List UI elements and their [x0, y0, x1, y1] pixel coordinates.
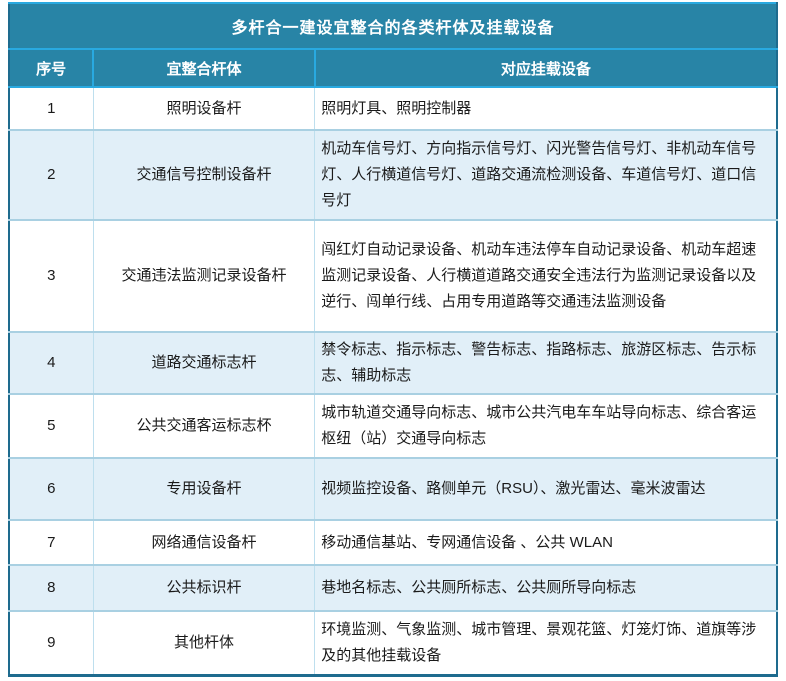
pole-cell: 公共标识杆 [92, 564, 315, 611]
row-no-cell: 1 [47, 99, 56, 117]
devices-cell: 机动车信号灯、方向指示信号灯、闪光警告信号灯、非机动车信号灯、人行横道信号灯、道… [314, 129, 777, 220]
devices-cell: 闯红灯自动记录设备、机动车违法停车自动记录设备、机动车超速监测记录设备、人行横道… [314, 219, 777, 332]
row-no-cell: 8 [9, 564, 94, 611]
table-row: 7 网络通信设备杆 移动通信基站、专网通信设备 、公共 WLAN [9, 519, 777, 565]
table-row: 6 专用设备杆 视频监控设备、路侧单元（RSU）、激光雷达、毫米波雷达 [9, 457, 777, 520]
devices-cell: 禁令标志、指示标志、警告标志、指路标志、旅游区标志、告示标志、辅助标志 [314, 331, 777, 394]
row-no-cell: 6 [9, 457, 94, 520]
pole-cell: 专用设备杆 [92, 457, 315, 520]
table-row: 1 照明设备杆 照明灯具、照明控制器 [9, 87, 777, 130]
pole-integration-table-container: 多杆合一建设宜整合的各类杆体及挂载设备 序号 宜整合杆体 对应挂载设备 1 照明… [8, 2, 778, 677]
pole-cell: 交通信号控制设备杆 [92, 129, 315, 220]
table-row: 4 道路交通标志杆 禁令标志、指示标志、警告标志、指路标志、旅游区标志、告示标志… [9, 331, 777, 394]
row-no-cell: 2 [9, 129, 94, 220]
devices-cell: 移动通信基站、专网通信设备 、公共 WLAN [314, 519, 777, 565]
devices-cell: 城市轨道交通导向标志、城市公共汽电车车站导向标志、综合客运枢纽（站）交通导向标志 [314, 393, 777, 458]
row-no-cell: 9 [9, 610, 94, 675]
devices-cell: 照明灯具、照明控制器 [314, 87, 777, 130]
pole-cell: 公共交通客运标志杯 [92, 393, 315, 458]
row-no-cell: 5 [9, 393, 94, 458]
table-title: 多杆合一建设宜整合的各类杆体及挂载设备 [9, 3, 777, 50]
row-no-cell: 7 [9, 519, 94, 565]
title-row: 多杆合一建设宜整合的各类杆体及挂载设备 [9, 3, 777, 50]
devices-cell: 视频监控设备、路侧单元（RSU）、激光雷达、毫米波雷达 [314, 457, 777, 520]
pole-integration-table: 多杆合一建设宜整合的各类杆体及挂载设备 序号 宜整合杆体 对应挂载设备 1 照明… [8, 2, 778, 677]
column-header-no: 序号 [9, 49, 94, 88]
row-no-cell: 3 [9, 219, 94, 332]
pole-cell: 道路交通标志杆 [92, 331, 315, 394]
table-row: 2 交通信号控制设备杆 机动车信号灯、方向指示信号灯、闪光警告信号灯、非机动车信… [9, 129, 777, 220]
row-no-cell: 4 [9, 331, 94, 394]
table-row: 9 其他杆体 环境监测、气象监测、城市管理、景观花篮、灯笼灯饰、道旗等涉及的其他… [9, 610, 777, 675]
column-header-devices: 对应挂载设备 [313, 49, 777, 88]
table-row: 5 公共交通客运标志杯 城市轨道交通导向标志、城市公共汽电车车站导向标志、综合客… [9, 393, 777, 458]
pole-cell: 网络通信设备杆 [92, 519, 315, 565]
table-row: 3 交通违法监测记录设备杆 闯红灯自动记录设备、机动车违法停车自动记录设备、机动… [9, 219, 777, 332]
table-row: 8 公共标识杆 巷地名标志、公共厕所标志、公共厕所导向标志 [9, 564, 777, 611]
pole-cell: 交通违法监测记录设备杆 [92, 219, 315, 332]
column-header-pole: 宜整合杆体 [92, 49, 315, 88]
pole-cell: 照明设备杆 [92, 87, 315, 130]
header-row: 序号 宜整合杆体 对应挂载设备 [9, 49, 777, 88]
devices-cell: 环境监测、气象监测、城市管理、景观花篮、灯笼灯饰、道旗等涉及的其他挂载设备 [314, 610, 777, 675]
pole-cell: 其他杆体 [92, 610, 315, 675]
devices-cell: 巷地名标志、公共厕所标志、公共厕所导向标志 [314, 564, 777, 611]
